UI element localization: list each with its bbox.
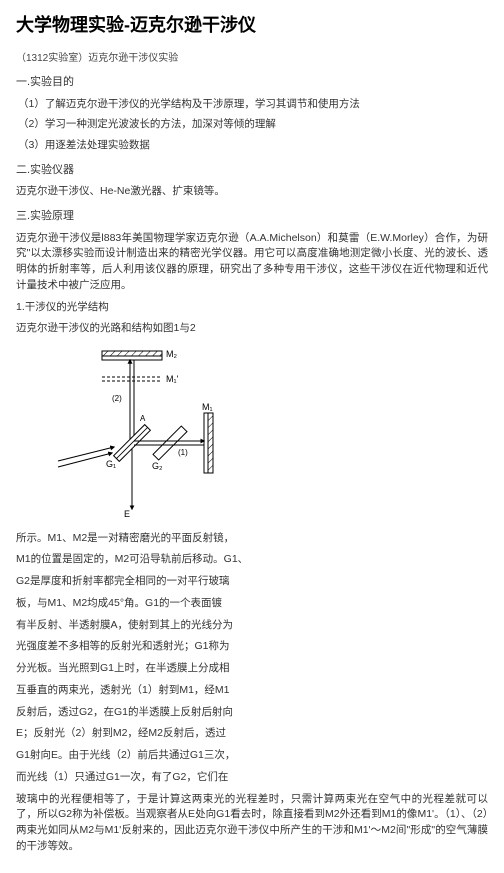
line-4: 板，与M1、M2均成45°角。G1的一个表面镀 bbox=[16, 596, 488, 612]
line-9: 反射后，透过G2，在G1的半透膜上反射后射向 bbox=[16, 705, 488, 721]
svg-text:M₁: M₁ bbox=[202, 402, 213, 412]
svg-text:M₁': M₁' bbox=[166, 374, 179, 384]
goal-2: （2）学习一种测定光波波长的方法，加深对等倾的理解 bbox=[16, 117, 488, 133]
line-12: 而光线（1）只通过G1一次，有了G2，它们在 bbox=[16, 770, 488, 786]
principle-p2: 1.干涉仪的光学结构 bbox=[16, 300, 488, 316]
svg-text:A: A bbox=[140, 414, 146, 423]
line-10: E；反射光（2）射到M2，经M2反射后，透过 bbox=[16, 726, 488, 742]
instruments: 迈克尔逊干涉仪、He-Ne激光器、扩束镜等。 bbox=[16, 184, 488, 200]
line-11: G1射向E。由于光线（2）前后共通过G1三次， bbox=[16, 748, 488, 764]
line-3: G2是厚度和折射率都完全相同的一对平行玻璃 bbox=[16, 574, 488, 590]
line-2: M1的位置是固定的，M2可沿导轨前后移动。G1、 bbox=[16, 552, 488, 568]
section-1-head: 一.实验目的 bbox=[16, 74, 488, 91]
principle-p1: 迈克尔逊干涉仪是l883年美国物理学家迈克尔逊（A.A.Michelson）和莫… bbox=[16, 231, 488, 294]
svg-text:E: E bbox=[124, 509, 130, 519]
line-7: 分光板。当光照到G1上时，在半透膜上分成相 bbox=[16, 661, 488, 677]
svg-text:M₂: M₂ bbox=[166, 349, 177, 359]
section-3-head: 三.实验原理 bbox=[16, 208, 488, 225]
page-title: 大学物理实验-迈克尔逊干涉仪 bbox=[16, 12, 488, 39]
goal-3: （3）用逐差法处理实验数据 bbox=[16, 138, 488, 154]
principle-p4: 玻璃中的光程便相等了，于是计算这两束光的光程差时，只需计算两束光在空气中的光程差… bbox=[16, 792, 488, 855]
subtitle: （1312实验室）迈克尔逊干涉仪实验 bbox=[16, 51, 488, 66]
section-2-head: 二.实验仪器 bbox=[16, 162, 488, 179]
line-5: 有半反射、半透射膜A，使射到其上的光线分为 bbox=[16, 618, 488, 634]
line-8: 互垂直的两束光，透射光（1）射到M1，经M1 bbox=[16, 683, 488, 699]
principle-p3: 迈克尔逊干涉仪的光路和结构如图1与2 bbox=[16, 321, 488, 337]
line-1: 所示。M1、M2是一对精密磨光的平面反射镜， bbox=[16, 531, 488, 547]
svg-text:(1): (1) bbox=[178, 448, 188, 457]
svg-text:(2): (2) bbox=[112, 394, 122, 403]
optical-diagram: M₂ M₁' (2) G₁ A G₂ M₁ (1) bbox=[52, 343, 488, 525]
goal-1: （1）了解迈克尔逊干涉仪的光学结构及干涉原理，学习其调节和使用方法 bbox=[16, 97, 488, 113]
svg-text:G₂: G₂ bbox=[152, 461, 163, 471]
svg-text:G₁: G₁ bbox=[106, 459, 116, 469]
line-6: 光强度差不多相等的反射光和透射光；G1称为 bbox=[16, 639, 488, 655]
